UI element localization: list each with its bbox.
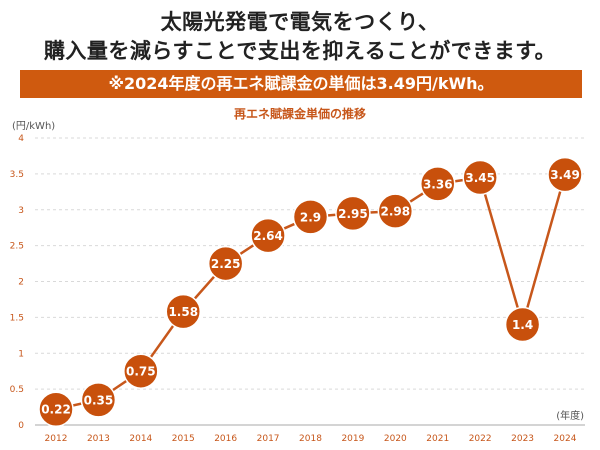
data-point-marker (250, 217, 286, 254)
headline: 太陽光発電で電気をつくり、 購入量を減らすことで支出を抑えることができます。 (0, 8, 600, 66)
y-axis-unit: (円/kWh) (12, 121, 55, 132)
price-banner: ※2024年度の再エネ賦課金の単価は3.49円/kWh。 (20, 70, 582, 98)
data-point: 1.58 (165, 293, 201, 330)
y-tick-label: 3 (18, 206, 24, 216)
chart-title: 再エネ賦課金単価の推移 (234, 106, 366, 121)
x-axis-unit: (年度) (556, 409, 584, 422)
data-point-marker (420, 166, 456, 202)
x-tick-label: 2020 (384, 434, 407, 444)
x-tick-label: 2015 (172, 434, 195, 444)
data-point-marker (207, 245, 244, 282)
y-tick-label: 3.5 (10, 170, 24, 180)
data-point-marker (38, 391, 74, 427)
data-label: 1.58 (168, 305, 198, 319)
x-tick-label: 2023 (511, 434, 534, 444)
headline-line-1: 太陽光発電で電気をつくり、 (160, 10, 440, 34)
data-point: 0.75 (123, 353, 159, 389)
data-point: 0.22 (38, 391, 74, 427)
data-label: 3.49 (550, 168, 580, 182)
data-point-marker (462, 159, 498, 196)
data-point-marker (504, 306, 541, 343)
data-label: 0.75 (126, 365, 156, 379)
data-point: 1.4 (504, 306, 541, 343)
y-tick-label: 1 (18, 349, 24, 359)
data-point-marker (292, 199, 329, 235)
data-point-marker (547, 156, 583, 193)
x-tick-label: 2021 (426, 434, 449, 444)
data-label: 2.9 (300, 210, 321, 224)
data-point: 2.9 (292, 199, 329, 235)
x-tick-label: 2016 (214, 434, 237, 444)
x-tick-label: 2018 (299, 434, 322, 444)
y-tick-label: 0 (18, 421, 24, 431)
data-label: 3.36 (423, 177, 453, 191)
data-point: 2.64 (250, 217, 286, 254)
y-tick-label: 1.5 (10, 313, 24, 323)
x-tick-label: 2014 (129, 434, 152, 444)
data-label: 0.35 (84, 393, 114, 407)
data-point-marker (165, 293, 201, 330)
data-point-marker (377, 193, 414, 229)
x-tick-label: 2012 (45, 434, 68, 444)
x-tick-label: 2017 (257, 434, 280, 444)
data-point: 3.45 (462, 159, 498, 196)
data-label: 2.25 (211, 257, 241, 271)
data-label: 1.4 (512, 318, 533, 332)
y-tick-label: 2.5 (10, 242, 24, 252)
data-label: 2.64 (253, 229, 283, 243)
x-tick-label: 2024 (554, 434, 577, 444)
x-tick-label: 2022 (469, 434, 492, 444)
headline-line-2: 購入量を減らすことで支出を抑えることができます。 (43, 39, 557, 63)
data-point: 0.35 (80, 382, 117, 418)
y-tick-label: 0.5 (10, 385, 24, 395)
data-point: 3.49 (547, 156, 583, 193)
data-point: 2.25 (207, 245, 244, 282)
data-point-marker (80, 382, 117, 418)
x-tick-label: 2019 (341, 434, 364, 444)
data-point-marker (123, 353, 159, 389)
data-point: 2.95 (335, 195, 371, 232)
y-tick-label: 2 (18, 278, 24, 288)
x-tick-label: 2013 (87, 434, 110, 444)
data-point-marker (335, 195, 371, 232)
data-label: 2.95 (338, 207, 368, 221)
data-point: 3.36 (420, 166, 456, 202)
y-tick-label: 4 (18, 134, 24, 144)
data-label: 2.98 (381, 205, 411, 219)
data-label: 0.22 (41, 403, 71, 417)
data-label: 3.45 (465, 171, 495, 185)
data-point: 2.98 (377, 193, 414, 229)
